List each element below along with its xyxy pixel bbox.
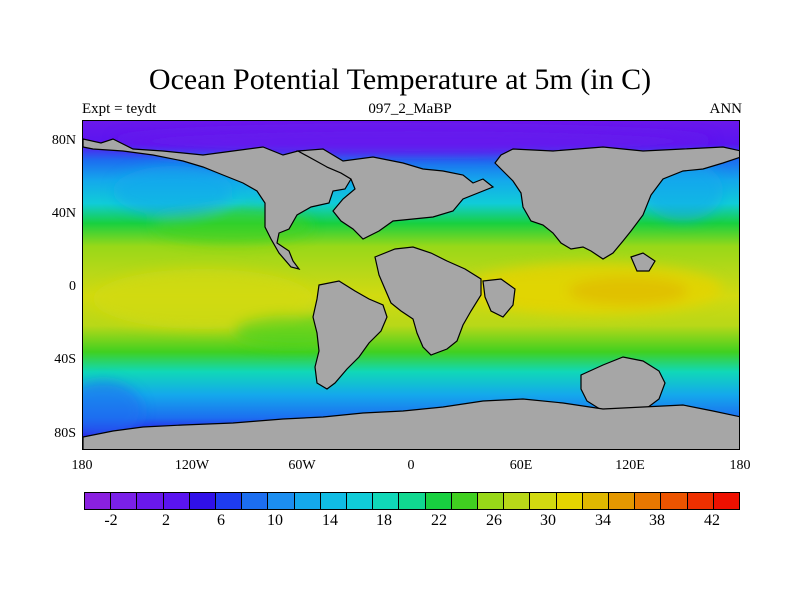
temperature-map [82,120,740,450]
south-america-land [312,280,388,390]
colorbar-swatch [635,493,662,509]
colorbar-swatch [530,493,557,509]
lon-label-60e: 60E [509,458,533,473]
lon-label-180w: 180 [71,458,93,473]
colorbar-swatch [216,493,243,509]
map-plot [83,121,739,449]
colorbar-label: 26 [486,512,502,529]
land-masses [83,138,739,449]
lon-label-120w: 120W [174,458,210,473]
antarctica-land [83,398,739,449]
colorbar-swatch [189,493,217,509]
colorbar-swatch [687,493,714,509]
colorbar-label: 42 [704,512,720,529]
colorbar-swatch [425,493,452,509]
colorbar-label: 38 [649,512,665,529]
arctic-rim-land [295,148,495,240]
age-label: 097_2_MaBP [368,101,452,117]
colorbar-swatch [373,493,400,509]
colorbar-swatch [85,493,112,509]
lat-label-40n: 40N [51,206,76,221]
se-asia-islands-land [630,252,656,272]
lat-label-80n: 80N [51,133,76,148]
colorbar-label: -2 [104,512,118,529]
lon-label-180e: 180 [729,458,751,473]
colorbar [84,492,740,510]
colorbar-swatch [399,493,426,509]
colorbar-swatch [294,493,321,509]
colorbar-swatch [451,493,479,509]
colorbar-swatch [556,493,583,509]
colorbar-swatch [713,493,740,509]
colorbar-swatch [347,493,374,509]
australia-land [580,356,666,418]
north-america-land [83,138,352,270]
colorbar-label: 14 [322,512,338,529]
colorbar-swatch [609,493,636,509]
colorbar-label: 18 [376,512,392,529]
lon-label-0: 0 [407,458,415,473]
lat-label-80s: 80S [54,426,76,441]
colorbar-label: 30 [540,512,556,529]
colorbar-label: 22 [431,512,447,529]
colorbar-label: 2 [162,512,170,529]
colorbar-swatch [661,493,688,509]
colorbar-swatch [137,493,164,509]
colorbar-label: 10 [267,512,283,529]
colorbar-swatch [478,493,505,509]
colorbar-swatch [111,493,138,509]
eurasia-land [494,146,739,260]
colorbar-label: 34 [595,512,611,529]
map-title: Ocean Potential Temperature at 5m (in C) [148,63,652,96]
colorbar-swatch [582,493,610,509]
africa-land [374,246,482,356]
colorbar-swatch [163,493,190,509]
season-label: ANN [709,101,743,117]
colorbar-label: 6 [217,512,225,529]
experiment-label: Expt = teydt [82,101,157,117]
india-land [482,278,516,318]
colorbar-swatch [320,493,348,509]
colorbar-swatch [242,493,269,509]
lon-label-60w: 60W [288,458,316,473]
lon-label-120e: 120E [615,458,645,473]
colorbar-swatch [268,493,295,509]
colorbar-swatch [504,493,531,509]
lat-label-0: 0 [69,279,76,294]
lat-label-40s: 40S [54,352,76,367]
